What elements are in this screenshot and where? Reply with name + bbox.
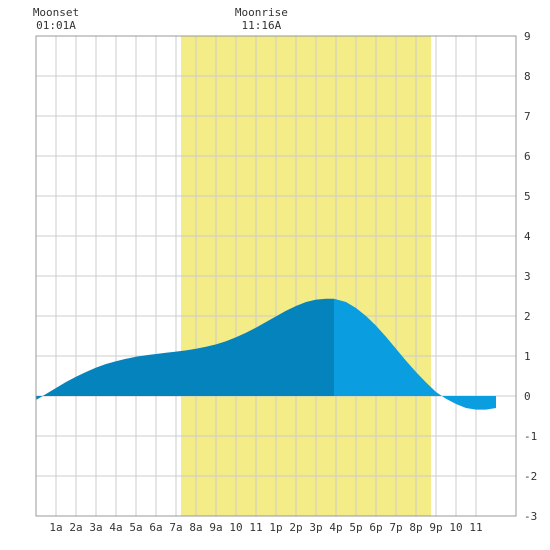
x-tick-label: 9p	[429, 521, 442, 534]
moon-event-name: Moonrise	[235, 6, 288, 19]
x-tick-label: 6p	[369, 521, 382, 534]
y-tick-label: 0	[524, 390, 531, 403]
x-tick-label: 4a	[109, 521, 122, 534]
x-tick-label: 7a	[169, 521, 182, 534]
x-axis-ticks: 1a 2a 3a 4a 5a 6a 7a 8a 9a 10 11 1p 2p 3p 4p 5p 6p 7p 8p 9p…	[49, 521, 482, 534]
x-tick-label: 5p	[349, 521, 362, 534]
tide-area-falling	[334, 298, 496, 410]
x-tick-label: 2a	[69, 521, 82, 534]
y-tick-label: 4	[524, 230, 531, 243]
y-tick-label: 9	[524, 30, 531, 43]
y-tick-label: 8	[524, 70, 531, 83]
y-tick-label: -2	[524, 470, 537, 483]
y-tick-label: -3	[524, 510, 537, 523]
moon-event-name: Moonset	[33, 6, 79, 19]
y-tick-label: 5	[524, 190, 531, 203]
x-tick-label: 3p	[309, 521, 322, 534]
y-tick-label: -1	[524, 430, 537, 443]
tide-area	[36, 298, 496, 410]
x-tick-label: 10	[449, 521, 462, 534]
y-axis-ticks: -3 -2 -1 0 1 2 3 4 5 6 7 8 9	[524, 30, 537, 523]
x-tick-label: 8a	[189, 521, 202, 534]
x-tick-label: 11	[469, 521, 482, 534]
moon-event-time: 01:01A	[36, 19, 76, 32]
y-tick-label: 3	[524, 270, 531, 283]
plot-border	[35, 35, 517, 517]
x-tick-label: 1p	[269, 521, 282, 534]
x-tick-label: 1a	[49, 521, 62, 534]
x-tick-label: 2p	[289, 521, 302, 534]
x-tick-label: 3a	[89, 521, 102, 534]
grid-lines	[36, 35, 516, 517]
x-tick-label: 4p	[329, 521, 342, 534]
x-tick-label: 10	[229, 521, 242, 534]
tide-area-rising	[36, 298, 334, 400]
y-tick-label: 7	[524, 110, 531, 123]
x-tick-label: 8p	[409, 521, 422, 534]
moon-event-time: 11:16A	[242, 19, 282, 32]
y-tick-label: 2	[524, 310, 531, 323]
x-tick-label: 6a	[149, 521, 162, 534]
x-tick-label: 11	[249, 521, 262, 534]
x-tick-label: 9a	[209, 521, 222, 534]
y-tick-label: 6	[524, 150, 531, 163]
x-tick-label: 5a	[129, 521, 142, 534]
x-tick-label: 7p	[389, 521, 402, 534]
y-tick-label: 1	[524, 350, 531, 363]
